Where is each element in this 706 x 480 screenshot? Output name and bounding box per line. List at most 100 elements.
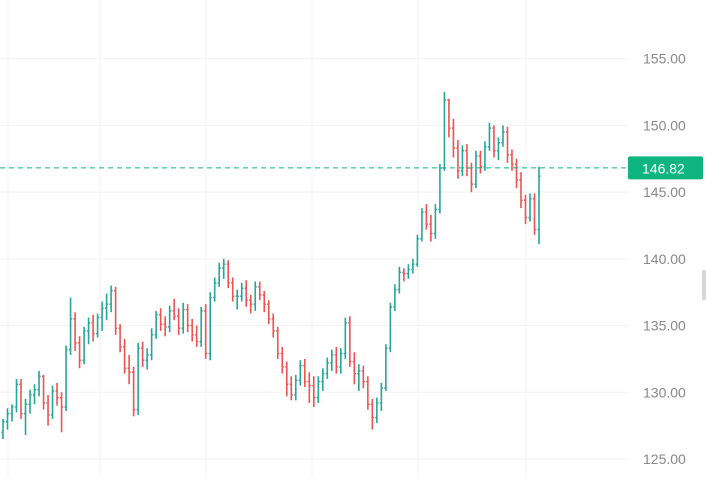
ohlc-bar: [510, 149, 514, 171]
ohlc-bar: [357, 364, 361, 391]
ohlc-bar: [528, 193, 532, 222]
ohlc-bar: [213, 277, 217, 302]
ohlc-bar: [249, 294, 253, 314]
ohlc-bar: [384, 344, 388, 391]
ohlc-bar: [433, 204, 438, 239]
ohlc-bar: [23, 398, 28, 435]
ohlc-bar: [442, 92, 447, 171]
ohlc-bar: [465, 144, 469, 177]
y-tick-label: 130.00: [643, 384, 686, 400]
last-price-label: 146.82: [642, 160, 685, 176]
ohlc-bar: [100, 301, 104, 331]
ohlc-bar: [123, 338, 127, 374]
ohlc-bar: [366, 376, 370, 410]
ohlc-bar: [514, 158, 519, 189]
ohlc-bar: [478, 150, 483, 174]
ohlc-bar: [420, 208, 424, 242]
y-tick-label: 155.00: [643, 51, 686, 67]
ohlc-bar: [276, 326, 280, 359]
ohlc-bar: [316, 376, 320, 403]
ohlc-bar: [402, 268, 406, 282]
ohlc-bar: [487, 122, 492, 151]
ohlc-bar: [298, 360, 302, 386]
ohlc-bar: [163, 316, 167, 337]
ohlc-bar: [258, 281, 262, 301]
ohlc-bar: [91, 314, 95, 342]
ohlc-bar: [104, 293, 109, 321]
ohlc-bar: [41, 374, 46, 410]
ohlc-bar: [370, 398, 374, 430]
ohlc-bar: [10, 404, 14, 422]
ohlc-bar: [109, 285, 113, 313]
price-axis[interactable]: 125.00 130.00 135.00 140.00 145.00 150.00 155.…: [643, 51, 686, 467]
ohlc-bar: [64, 345, 68, 411]
price-scale-handle[interactable]: [702, 270, 706, 300]
ohlc-bar: [1, 418, 5, 439]
ohlc-bar: [483, 141, 487, 171]
ohlc-bar: [190, 318, 194, 342]
y-tick-label: 125.00: [643, 451, 686, 467]
ohlc-bar: [145, 348, 149, 370]
ohlc-bar: [199, 306, 203, 347]
ohlc-bar: [159, 308, 163, 331]
ohlc-bar: [177, 308, 181, 335]
ohlc-bar: [235, 289, 239, 310]
ohlc-bar: [393, 284, 397, 311]
ohlc-bar: [348, 316, 352, 367]
ohlc-bar: [55, 382, 59, 406]
ohlc-bar: [519, 172, 523, 209]
ohlc-bar: [361, 365, 365, 389]
ohlc-bar: [469, 162, 474, 193]
ohlc-bar: [132, 366, 136, 417]
scale-handle[interactable]: [702, 270, 706, 300]
ohlc-bar: [181, 302, 185, 334]
last-price-badge: [628, 156, 703, 180]
ohlc-bar: [289, 376, 293, 401]
ohlc-bar: [325, 357, 329, 379]
ohlc-bar: [379, 382, 383, 411]
ohlc-bar: [186, 304, 190, 333]
ohlc-bar: [303, 358, 307, 387]
ohlc-bar: [32, 384, 37, 405]
ohlc-bar: [82, 326, 86, 365]
ohlc-bar: [406, 264, 410, 279]
ohlc-bar: [294, 374, 298, 401]
ohlc-bar: [222, 258, 226, 279]
ohlc-bar: [50, 385, 55, 419]
ohlc-bar: [429, 214, 433, 242]
ohlc-bar: [307, 372, 311, 403]
ohlc-bar: [226, 260, 230, 289]
ohlc-bar: [114, 286, 118, 335]
ohlc-bar: [415, 234, 419, 267]
ohlc-bar: [271, 313, 275, 338]
ohlc-bar: [375, 397, 379, 423]
ohlc-bar: [438, 164, 442, 214]
y-tick-label: 135.00: [643, 318, 686, 334]
ohlc-bar: [172, 298, 176, 321]
ohlc-bar: [244, 280, 248, 307]
ohlc-bar: [86, 317, 91, 345]
ohlc-bar: [339, 348, 343, 374]
ohlc-bar: [343, 317, 347, 359]
ohlc-bar: [330, 349, 334, 371]
ohlc-bar: [19, 378, 23, 419]
ohlc-bar: [280, 346, 284, 374]
ohlc-bar: [492, 125, 496, 158]
ohlc-bar: [195, 325, 199, 347]
ohlc-bar: [77, 336, 82, 369]
y-tick-label: 145.00: [643, 184, 686, 200]
ohlc-bar: [285, 361, 289, 397]
ohlc-bar: [456, 140, 460, 179]
ohlc-bar: [59, 392, 64, 433]
ohlc-bar: [388, 302, 392, 353]
ohlc-bar: [321, 368, 325, 391]
ohlc-bar: [204, 304, 208, 359]
ohlc-bar: [136, 342, 140, 415]
price-bars: [1, 92, 541, 439]
ohlc-bar: [14, 378, 19, 413]
ohlc-bar: [5, 408, 10, 430]
ohlc-bar: [411, 258, 415, 274]
ohlc-bar: [352, 352, 356, 385]
